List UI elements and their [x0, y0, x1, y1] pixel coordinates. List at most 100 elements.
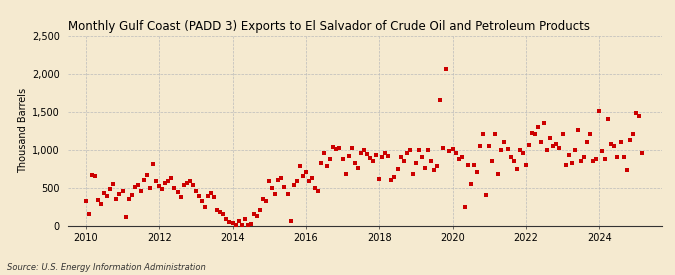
Point [92, 197, 103, 202]
Point [190, 189, 201, 194]
Point [426, 159, 437, 163]
Point [429, 168, 439, 172]
Point [234, 219, 244, 223]
Point [117, 188, 128, 193]
Point [270, 191, 281, 196]
Point [408, 172, 418, 176]
Point [386, 178, 397, 182]
Point [404, 147, 415, 152]
Point [114, 191, 125, 196]
Point [395, 155, 406, 160]
Point [182, 181, 192, 185]
Point [478, 132, 489, 137]
Point [392, 166, 403, 171]
Point [282, 191, 293, 196]
Point [441, 67, 452, 71]
Point [160, 181, 171, 185]
Point [508, 159, 519, 163]
Point [585, 132, 595, 137]
Point [438, 146, 449, 150]
Point [102, 194, 113, 198]
Point [588, 159, 599, 163]
Point [325, 157, 335, 162]
Point [627, 132, 638, 137]
Point [591, 156, 601, 161]
Point [539, 121, 549, 125]
Point [578, 155, 589, 160]
Point [606, 142, 617, 147]
Point [221, 216, 232, 221]
Point [294, 163, 305, 168]
Point [389, 175, 400, 179]
Point [572, 128, 583, 132]
Point [401, 151, 412, 156]
Point [206, 191, 217, 195]
Point [358, 147, 369, 152]
Point [148, 162, 159, 166]
Point [279, 185, 290, 189]
Point [453, 157, 464, 162]
Point [459, 204, 470, 209]
Point [618, 155, 629, 160]
Point [420, 166, 431, 170]
Point [499, 140, 510, 144]
Point [603, 117, 614, 122]
Point [475, 144, 485, 148]
Point [194, 194, 205, 198]
Point [200, 205, 211, 210]
Point [637, 151, 647, 156]
Point [447, 147, 458, 151]
Point [514, 147, 525, 152]
Point [196, 199, 207, 204]
Point [468, 163, 479, 167]
Point [163, 179, 173, 184]
Point [462, 163, 473, 167]
Point [108, 182, 119, 186]
Point [444, 149, 455, 153]
Point [144, 186, 155, 191]
Point [86, 172, 97, 177]
Point [126, 193, 137, 197]
Point [252, 214, 263, 219]
Point [435, 98, 446, 103]
Point [337, 157, 348, 162]
Point [136, 189, 146, 194]
Point [90, 174, 101, 178]
Point [242, 222, 253, 227]
Point [248, 212, 259, 216]
Point [264, 179, 275, 184]
Point [331, 147, 342, 151]
Point [526, 131, 537, 135]
Point [536, 140, 547, 144]
Point [423, 147, 433, 152]
Point [215, 210, 225, 214]
Point [188, 183, 198, 188]
Point [356, 151, 367, 156]
Point [472, 170, 483, 175]
Point [490, 132, 501, 137]
Point [285, 219, 296, 223]
Point [368, 159, 379, 163]
Point [346, 146, 357, 150]
Point [138, 178, 149, 182]
Point [542, 147, 553, 152]
Point [230, 222, 241, 227]
Point [313, 188, 323, 193]
Point [505, 155, 516, 160]
Point [258, 197, 269, 201]
Point [545, 136, 556, 141]
Point [502, 147, 513, 151]
Text: Monthly Gulf Coast (PADD 3) Exports to El Salvador of Crude Oil and Petroleum Pr: Monthly Gulf Coast (PADD 3) Exports to E… [68, 20, 589, 33]
Point [273, 178, 284, 182]
Point [569, 147, 580, 152]
Point [612, 155, 623, 160]
Point [524, 143, 535, 147]
Point [349, 160, 360, 165]
Point [410, 160, 421, 165]
Point [154, 184, 165, 188]
Y-axis label: Thousand Barrels: Thousand Barrels [18, 88, 28, 173]
Point [316, 160, 327, 165]
Point [84, 212, 95, 216]
Point [267, 185, 277, 190]
Point [172, 190, 183, 194]
